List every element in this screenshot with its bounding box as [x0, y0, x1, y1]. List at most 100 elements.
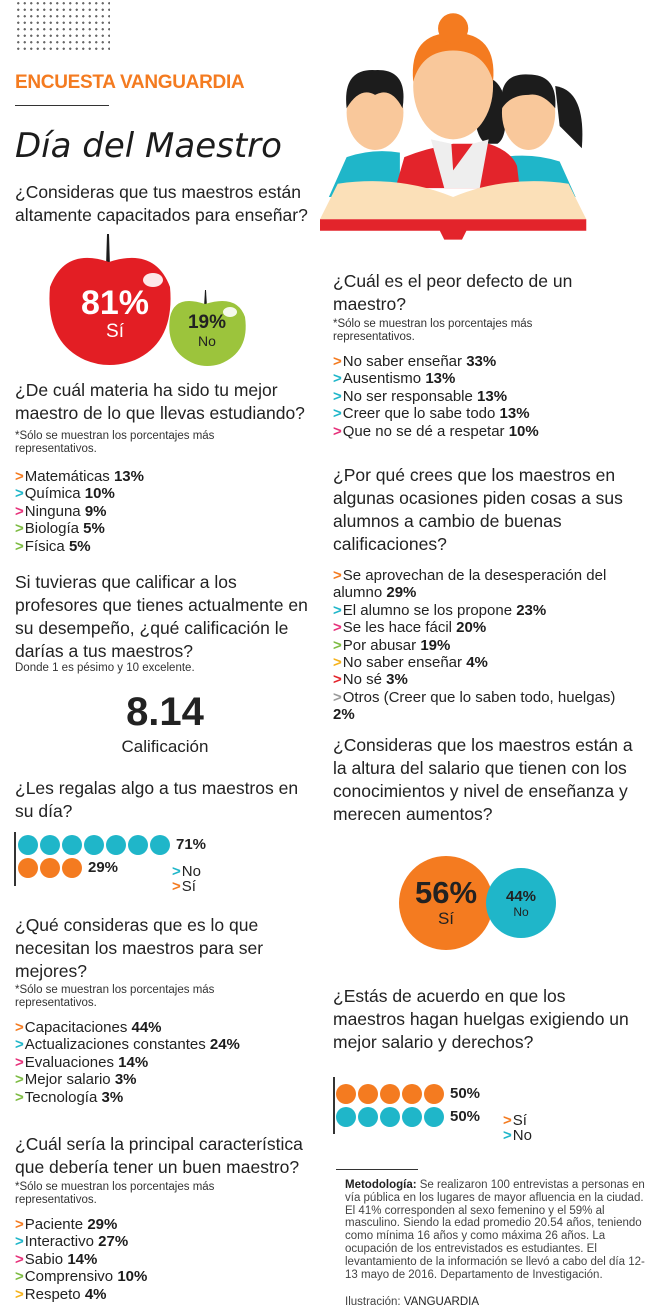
chevron-right-icon: > [503, 1127, 512, 1144]
chevron-right-icon: > [333, 671, 342, 689]
no-label: No [513, 904, 529, 919]
question-3: Si tuvieras que calificar a los profesor… [15, 572, 308, 661]
answer-value: 19% [420, 636, 451, 654]
credit-name: VANGUARDIA [403, 1296, 480, 1308]
answer-item: >Ausentismo 13% [333, 370, 648, 387]
answer-value: 13% [499, 405, 530, 423]
answer-item: >No sé 3% [333, 671, 633, 688]
dot-mark [402, 1083, 422, 1104]
legend-item: >No [172, 864, 201, 879]
chevron-right-icon: > [333, 353, 342, 370]
chevron-right-icon: > [333, 636, 342, 654]
teacher-students-illustration [320, 13, 587, 240]
answer-label: Creer que lo sabe todo [342, 405, 496, 423]
chevron-right-icon: > [15, 1053, 24, 1071]
chevron-right-icon: > [172, 863, 181, 880]
answer-value: 29% [87, 1216, 118, 1233]
answer-item: >No ser responsable 13% [333, 388, 648, 405]
no-percent: 44% [505, 887, 537, 905]
average-grade-label: Calificación [121, 737, 209, 756]
answer-item: >Interactivo 27% [15, 1233, 320, 1250]
answer-item: >Ninguna 9% [15, 503, 320, 520]
dot-mark [424, 1106, 444, 1127]
answer-item: >Biología 5% [15, 520, 320, 537]
question-1: ¿Consideras que tus maestros están altam… [15, 182, 308, 225]
yes-label: Sí [106, 321, 124, 342]
answer-label: Actualizaciones constantes [24, 1036, 206, 1054]
answer-value: 14% [118, 1053, 149, 1071]
dot-row-value: 50% [450, 1085, 481, 1102]
question-7: ¿Cuál es el peor defecto de un maestro? [333, 271, 573, 314]
dot-row: 29% [18, 856, 206, 879]
chevron-right-icon: > [15, 1268, 24, 1286]
answer-value: 2% [333, 706, 355, 724]
dot-mark [84, 834, 104, 855]
answer-value: 3% [114, 1071, 137, 1089]
question-10: ¿Estás de acuerdo en que los maestros ha… [333, 986, 629, 1052]
answer-label: No saber enseñar [342, 353, 463, 370]
legend-label: No [512, 1127, 532, 1144]
answer-value: 33% [466, 353, 497, 370]
answer-value: 3% [101, 1088, 124, 1106]
chevron-right-icon: > [15, 1250, 24, 1268]
red-apple-yes [49, 257, 171, 365]
chevron-right-icon: > [15, 502, 24, 520]
chevron-right-icon: > [333, 688, 342, 706]
dot-row-value: 50% [450, 1108, 481, 1125]
chevron-right-icon: > [333, 422, 342, 440]
question-3-note: Donde 1 es pésimo y 10 excelente. [15, 662, 195, 674]
answer-value: 23% [516, 601, 547, 619]
answer-item: >Tecnología 3% [15, 1089, 320, 1106]
question-5-answers: >Capacitaciones 44% >Actualizaciones cons… [15, 1019, 320, 1106]
answer-value: 27% [98, 1233, 129, 1251]
yes-percent: 81% [80, 284, 150, 322]
answer-value: 10% [84, 485, 115, 503]
legend-label: Sí [181, 878, 196, 895]
answer-label: Tecnología [24, 1088, 98, 1106]
chevron-right-icon: > [333, 567, 342, 584]
answer-item: >Matemáticas 13% [15, 468, 320, 485]
dot-mark [358, 1106, 378, 1127]
chevron-right-icon: > [15, 1216, 24, 1233]
answer-item: >Física 5% [15, 538, 320, 555]
dot-mark [424, 1083, 444, 1104]
dot-mark [18, 857, 38, 878]
answer-item: >No saber enseñar 33% [333, 353, 648, 370]
methodology-text: Se realizaron 100 entrevistas a personas… [345, 1179, 645, 1281]
question-2-note: *Sólo se muestran los porcentajes más re… [15, 430, 215, 455]
answer-label: No saber enseñar [342, 654, 463, 672]
page-title: Día del Maestro [15, 126, 282, 166]
dot-mark [402, 1106, 422, 1127]
chevron-right-icon: > [333, 405, 342, 423]
answer-label: Evaluaciones [24, 1053, 114, 1071]
answer-value: 13% [425, 370, 456, 388]
answer-label: Matemáticas [24, 468, 110, 485]
methodology: Metodología: Se realizaron 100 entrevist… [345, 1179, 645, 1281]
question-6-answers: >Paciente 29% >Interactivo 27% >Sabio 14% >… [15, 1216, 320, 1303]
answer-label: Interactivo [24, 1233, 94, 1251]
answer-value: 13% [113, 468, 144, 485]
chevron-right-icon: > [15, 1019, 24, 1036]
question-6: ¿Cuál sería la principal característica … [15, 1134, 303, 1177]
dot-row: 50% [336, 1105, 480, 1128]
answer-item: >Se aprovechan de la desesperación del a… [333, 567, 633, 602]
dot-mark [336, 1106, 356, 1127]
legend-item: >Sí [172, 879, 201, 894]
answer-item: >Respeto 4% [15, 1286, 320, 1303]
answer-label: Ninguna [24, 502, 81, 520]
answer-item: >El alumno se los propone 23% [333, 602, 633, 619]
chevron-right-icon: > [15, 1088, 24, 1106]
answer-value: 29% [386, 584, 417, 602]
answer-label: Otros (Creer que lo saben todo, huelgas) [342, 688, 616, 706]
question-10-legend: >Sí >No [503, 1113, 532, 1143]
answer-item: >Sabio 14% [15, 1251, 320, 1268]
answer-label: Comprensivo [24, 1268, 114, 1286]
chevron-right-icon: > [15, 1285, 24, 1303]
axis-line [14, 832, 16, 886]
dot-pattern-decoration [15, 0, 110, 50]
answer-value: 5% [68, 537, 91, 555]
answer-item: >Que no se dé a respetar 10% [333, 423, 648, 440]
answer-label: Mejor salario [24, 1071, 111, 1089]
chevron-right-icon: > [15, 520, 24, 538]
no-percent: 19% [187, 312, 227, 333]
